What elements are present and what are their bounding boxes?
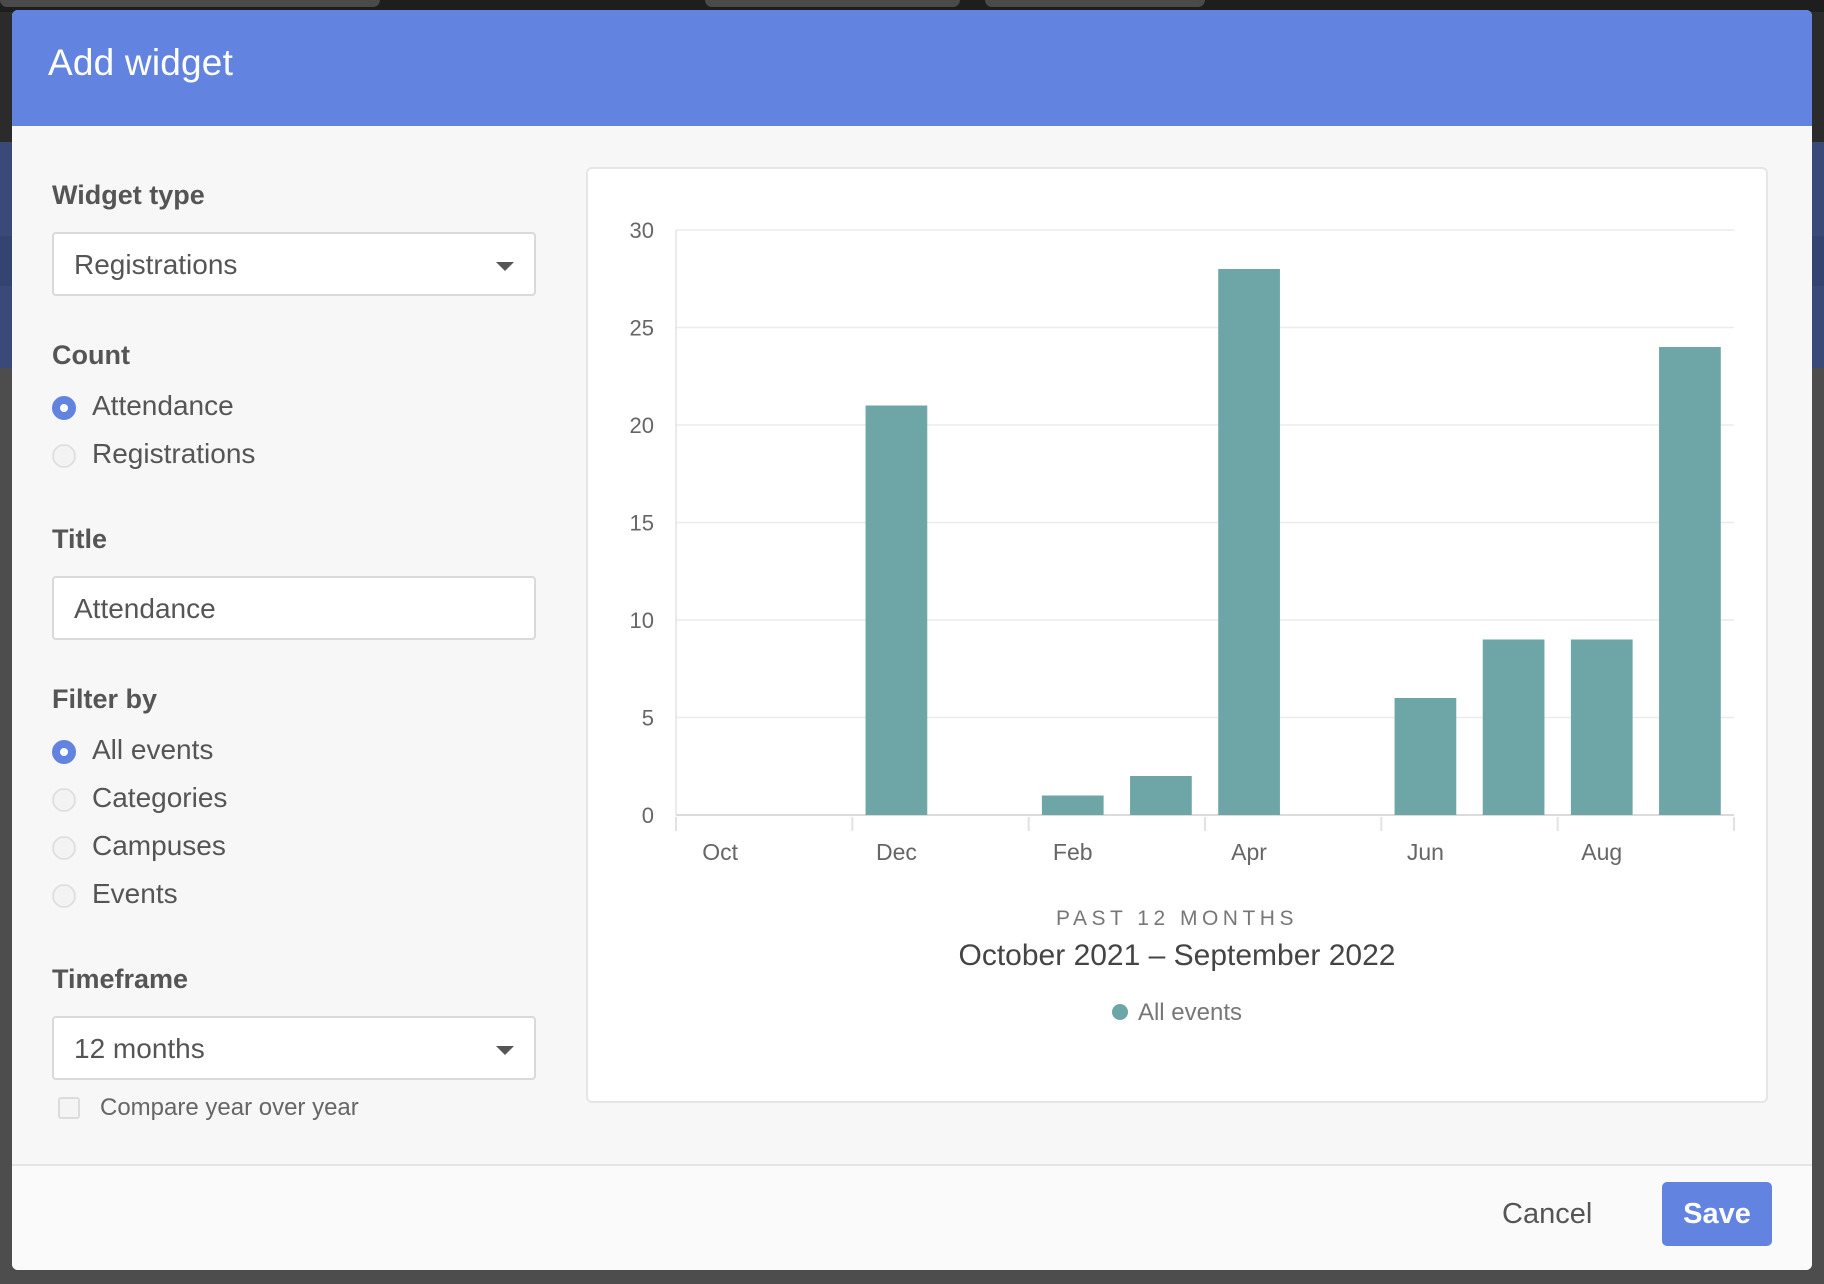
widget-type-label: Widget type	[52, 180, 205, 210]
radio-unchecked-icon[interactable]	[52, 788, 76, 812]
cancel-button[interactable]: Cancel	[1502, 1198, 1593, 1230]
filter-by-label: Filter by	[52, 684, 158, 714]
count-label: Count	[52, 340, 130, 370]
checkbox-icon[interactable]	[58, 1097, 80, 1119]
x-tick-label: Aug	[1581, 839, 1622, 865]
radio-label: Attendance	[92, 390, 234, 421]
legend-dot-icon	[1111, 1003, 1128, 1020]
background-tab	[0, 0, 380, 7]
period-range: October 2021 – September 2022	[958, 939, 1396, 972]
timeframe-label: Timeframe	[52, 964, 189, 994]
radio-label: Categories	[92, 782, 228, 813]
bar-jun	[1394, 698, 1457, 815]
y-tick-label: 30	[630, 218, 654, 243]
y-tick-label: 25	[630, 316, 654, 341]
bar-chart: 0 5 10 15 20 25 30 Oct Dec Feb Apr Jun Aug	[630, 218, 1735, 865]
y-tick-label: 0	[642, 803, 654, 828]
y-tick-label: 15	[630, 511, 654, 536]
widget-type-value: Registrations	[74, 249, 238, 280]
chart-preview-card: 0 5 10 15 20 25 30 Oct Dec Feb Apr Jun Aug PAST 12 M…	[586, 167, 1768, 1103]
background-tab	[985, 0, 1205, 7]
bar-apr	[1218, 269, 1280, 815]
checkbox-label: Compare year over year	[100, 1094, 359, 1121]
modal-footer: Cancel Save	[12, 1164, 1812, 1270]
save-button[interactable]: Save	[1662, 1182, 1772, 1246]
add-widget-modal: Add widget Widget type Registrations Cou…	[12, 10, 1812, 1270]
bar-jul	[1482, 639, 1545, 815]
x-tick-label: Dec	[876, 839, 917, 865]
bar-aug	[1570, 639, 1633, 815]
modal-title: Add widget	[48, 42, 234, 83]
bar-sep	[1659, 347, 1721, 815]
modal-header: Add widget	[12, 10, 1812, 126]
bar-mar	[1130, 776, 1192, 815]
background-tab	[705, 0, 960, 7]
chevron-down-icon	[496, 1046, 514, 1055]
radio-unchecked-icon[interactable]	[52, 444, 76, 468]
x-tick-label: Jun	[1407, 839, 1444, 865]
title-label: Title	[52, 524, 108, 554]
bar-dec	[865, 405, 928, 815]
y-tick-label: 5	[642, 706, 654, 731]
title-input[interactable]: Attendance	[52, 576, 536, 640]
radio-label: Events	[92, 878, 178, 909]
chart-legend: All events	[588, 999, 1766, 1027]
radio-checked-icon[interactable]	[52, 740, 76, 764]
radio-label: Campuses	[92, 830, 226, 861]
radio-label: All events	[92, 734, 214, 765]
timeframe-select[interactable]: 12 months	[52, 1016, 536, 1080]
radio-unchecked-icon[interactable]	[52, 884, 76, 908]
chevron-down-icon	[496, 262, 514, 271]
period-caption: PAST 12 MONTHS	[1056, 907, 1298, 930]
radio-unchecked-icon[interactable]	[52, 836, 76, 860]
bar-feb	[1041, 795, 1104, 815]
x-tick-label: Feb	[1053, 839, 1093, 865]
legend-label: All events	[1137, 999, 1243, 1026]
y-tick-label: 10	[630, 608, 654, 633]
x-tick-label: Apr	[1231, 839, 1267, 865]
widget-type-select[interactable]: Registrations	[52, 232, 536, 296]
radio-checked-icon[interactable]	[52, 396, 76, 420]
x-tick-label: Oct	[702, 839, 738, 865]
title-input-value: Attendance	[74, 593, 216, 624]
background-top-bar	[0, 0, 1824, 12]
y-tick-label: 20	[630, 413, 654, 438]
timeframe-value: 12 months	[74, 1033, 205, 1064]
radio-label: Registrations	[92, 438, 256, 469]
